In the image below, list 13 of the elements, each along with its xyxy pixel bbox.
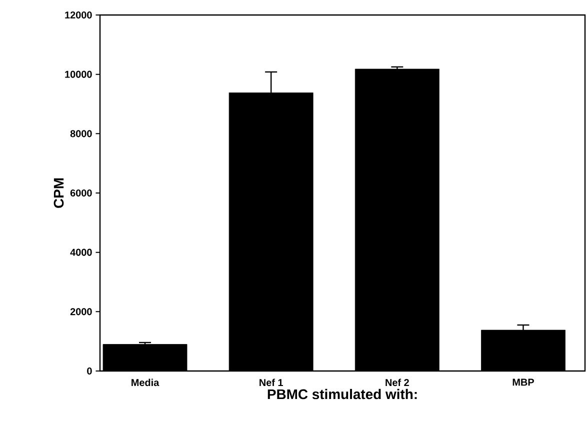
y-tick-label: 0 [87,367,92,375]
y-tick-label: 8000 [70,130,92,138]
x-tick-label: Media [132,378,160,386]
y-axis-title: CPM [54,178,64,208]
y-tick-label: 4000 [70,248,92,256]
y-tick-label: 6000 [70,189,92,197]
y-tick-label: 10000 [65,70,92,78]
x-axis-title: PBMC stimulated with: [268,388,417,400]
x-tick-label: MBP [512,378,534,386]
x-tick-label: Nef 1 [260,378,283,386]
y-tick-label: 12000 [65,11,92,19]
x-tick-label: Nef 2 [386,378,409,386]
y-tick-label: 2000 [70,308,92,316]
